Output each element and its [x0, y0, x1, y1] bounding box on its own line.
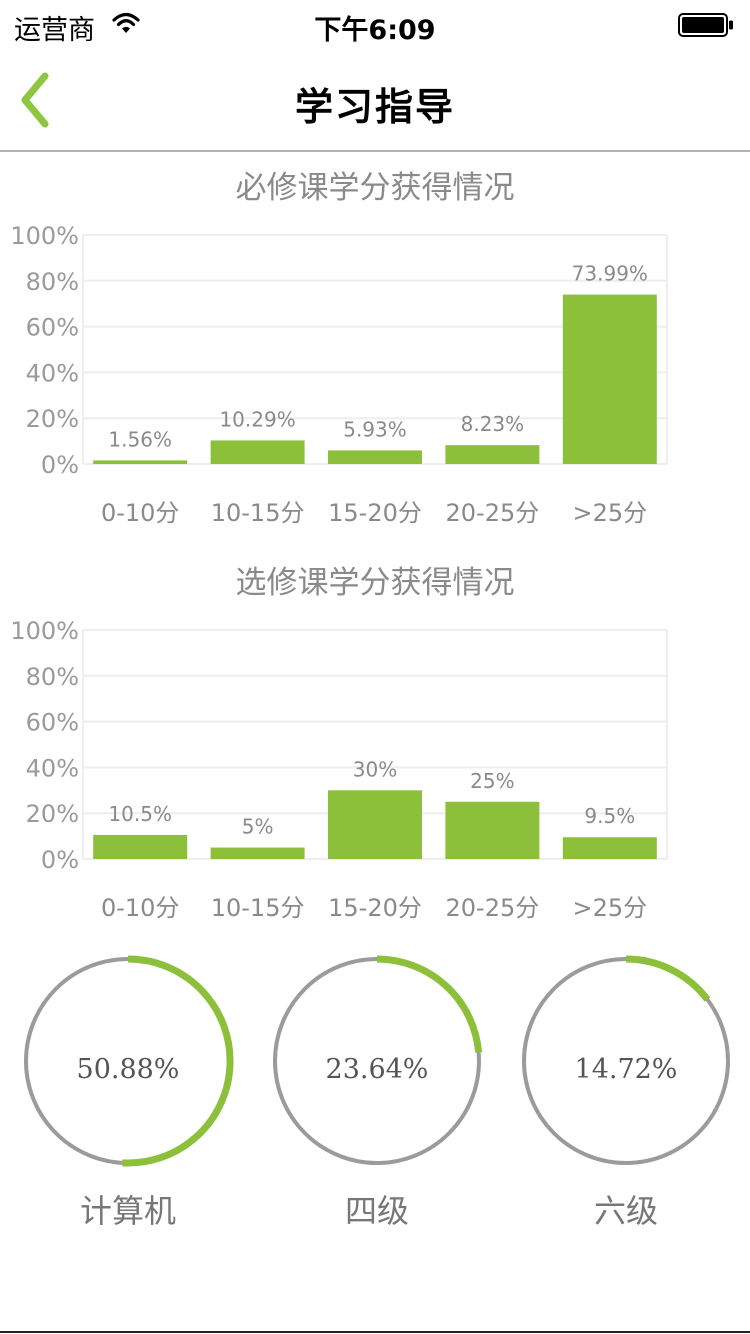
- gauge-progress-arc: [122, 955, 234, 1167]
- bar: [445, 445, 540, 464]
- gauge-cet4-label: 四级: [344, 1192, 409, 1230]
- bar-value-label: 9.5%: [584, 804, 635, 828]
- gauge-computer-ring: [24, 955, 234, 1167]
- gauge-computer: 50.88% 计算机: [18, 950, 238, 1240]
- bar-value-label: 10.29%: [219, 407, 295, 431]
- bar-value-label: 5.93%: [343, 417, 407, 441]
- x-category-label: 20-25分: [446, 894, 540, 922]
- x-category-label: 0-10分: [101, 499, 179, 527]
- gauge-cet4-value: 23.64%: [325, 1054, 429, 1085]
- chevron-left-icon: [21, 72, 49, 128]
- wifi-icon: [112, 12, 140, 38]
- x-category-label: 10-15分: [211, 894, 305, 922]
- exam-pass-rate-gauges: 50.88% 计算机 23.64% 四级 14.72% 六级: [0, 950, 750, 1240]
- bar: [328, 450, 422, 464]
- y-tick-label: 100%: [10, 617, 79, 645]
- bar-value-label: 25%: [470, 769, 514, 793]
- required-course-credit-chart-svg: 必修课学分获得情况 100% 80% 60% 40% 20% 0% 1.56% 0-10分 10.…: [10, 170, 668, 527]
- bar-value-label: 30%: [353, 757, 397, 781]
- bottom-divider: [0, 1331, 750, 1333]
- bar: [210, 440, 305, 464]
- y-tick-label: 100%: [10, 222, 79, 250]
- bar-value-label: 73.99%: [572, 262, 648, 286]
- gauge-progress-arc: [625, 955, 711, 1002]
- chart-title: 选修课学分获得情况: [236, 565, 515, 601]
- battery-full-icon: [678, 13, 734, 41]
- bar: [93, 460, 188, 464]
- y-tick-label: 60%: [26, 709, 79, 737]
- bar-value-label: 5%: [242, 815, 274, 839]
- gauge-cet6-value: 14.72%: [574, 1054, 678, 1085]
- gauge-cet4: 23.64% 四级: [267, 950, 487, 1240]
- bar: [210, 847, 305, 859]
- nav-bar: 学习指导: [0, 48, 750, 152]
- gauge-cet6-ring: [522, 955, 730, 1165]
- status-bar: 运营商 下午6:09: [0, 0, 750, 48]
- bar: [562, 294, 657, 464]
- elective-course-credit-chart: 选修课学分获得情况 100% 80% 60% 40% 20% 0% 10.5% 0-10分 5% 1…: [0, 555, 750, 935]
- gauge-progress-arc: [376, 955, 483, 1053]
- required-course-credit-chart: 必修课学分获得情况 100% 80% 60% 40% 20% 0% 1.56% 0-10分 10.…: [0, 160, 750, 540]
- y-tick-label: 20%: [26, 405, 79, 433]
- y-tick-label: 40%: [26, 359, 79, 387]
- y-tick-label: 0%: [41, 846, 79, 874]
- status-time: 下午6:09: [314, 15, 436, 46]
- gauge-cet6-label: 六级: [593, 1192, 658, 1230]
- y-tick-label: 0%: [41, 451, 79, 479]
- bar-value-label: 8.23%: [461, 412, 525, 436]
- chart-title: 必修课学分获得情况: [236, 170, 515, 206]
- x-category-label: >25分: [572, 499, 647, 527]
- back-button[interactable]: [12, 68, 64, 132]
- y-tick-label: 60%: [26, 314, 79, 342]
- page-title: 学习指导: [294, 85, 455, 129]
- y-tick-label: 20%: [26, 800, 79, 828]
- x-category-label: >25分: [572, 894, 647, 922]
- y-tick-label: 80%: [26, 268, 79, 296]
- x-category-label: 10-15分: [211, 499, 305, 527]
- elective-course-credit-chart-svg: 选修课学分获得情况 100% 80% 60% 40% 20% 0% 10.5% 0-10分 5% 1…: [10, 565, 668, 922]
- bar-value-label: 10.5%: [108, 802, 172, 826]
- gauge-computer-value: 50.88%: [76, 1054, 180, 1085]
- y-tick-label: 40%: [26, 754, 79, 782]
- x-category-label: 0-10分: [101, 894, 179, 922]
- bar-value-label: 1.56%: [108, 427, 172, 451]
- gauge-cet6: 14.72% 六级: [516, 950, 736, 1240]
- bar: [328, 790, 422, 859]
- gauge-computer-label: 计算机: [79, 1192, 176, 1230]
- bar: [562, 837, 657, 859]
- bar: [445, 801, 540, 859]
- x-category-label: 20-25分: [446, 499, 540, 527]
- x-category-label: 15-20分: [328, 894, 422, 922]
- bar: [93, 834, 188, 859]
- y-tick-label: 80%: [26, 663, 79, 691]
- gauge-cet4-ring: [273, 955, 483, 1165]
- carrier-label: 运营商: [14, 15, 95, 46]
- x-category-label: 15-20分: [328, 499, 422, 527]
